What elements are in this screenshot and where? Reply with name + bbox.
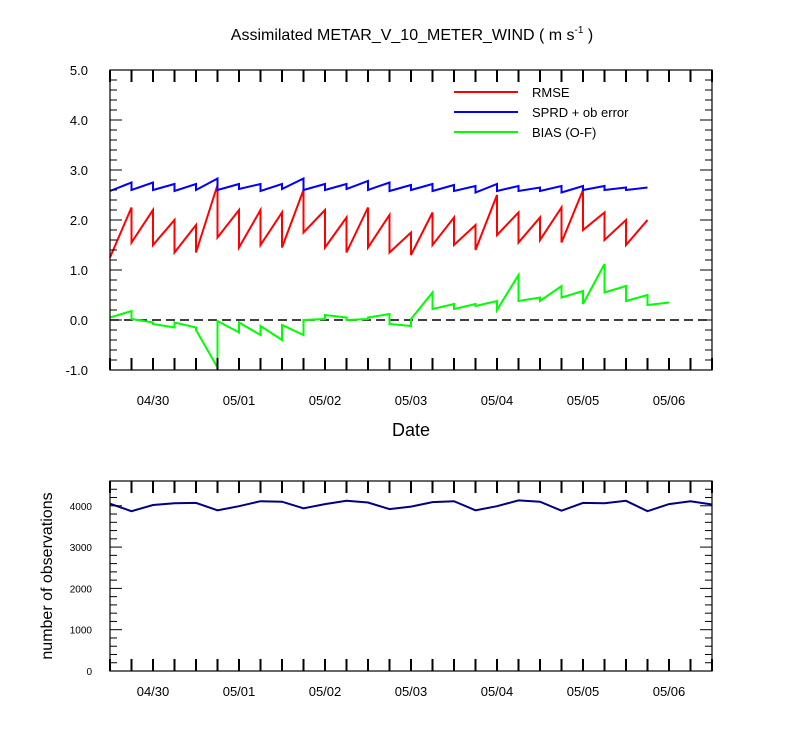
x-tick-label: 05/06: [653, 684, 686, 699]
legend-label: SPRD + ob error: [532, 105, 629, 120]
y-tick-label: 3.0: [70, 163, 88, 178]
series-line-2: [109, 263, 670, 372]
x-tick-label: 05/03: [395, 684, 428, 699]
y-tick-label-bottom: 4000: [70, 502, 93, 513]
plot-frame-bottom: [109, 480, 713, 672]
legend-label: RMSE: [532, 85, 570, 100]
x-tick-label: 05/05: [567, 684, 600, 699]
series-line-0: [109, 184, 649, 258]
x-tick-label: 05/03: [395, 393, 428, 408]
x-tick-label: 05/05: [567, 393, 600, 408]
x-tick-label: 05/04: [481, 684, 514, 699]
x-tick-label: 04/30: [137, 684, 170, 699]
y-tick-label: 4.0: [70, 113, 88, 128]
y-tick-label: 0.0: [70, 313, 88, 328]
y-tick-label-bottom: 3000: [70, 543, 93, 554]
observation-count-panel: 04/30 05/01 05/02 05/03 05/04 05/05 05/06 0 1000…: [39, 480, 713, 699]
chart-title-main: Assimilated METAR_V_10_METER_WIND ( m s: [231, 27, 575, 44]
main-chart-panel: Assimilated METAR_V_10_METER_WIND ( m s-…: [66, 25, 713, 440]
observation-count-series: [109, 499, 713, 513]
legend: RMSE SPRD + ob error BIAS (O-F): [454, 85, 629, 140]
x-tick-label: 05/02: [309, 393, 342, 408]
y-tick-label-bottom: 0: [86, 667, 92, 678]
x-axis-label: Date: [392, 420, 430, 440]
chart-title-end: ): [583, 27, 593, 44]
chart-title-superscript: -1: [575, 25, 584, 36]
y-tick-label: 1.0: [70, 263, 88, 278]
y-tick-label: 2.0: [70, 213, 88, 228]
x-tick-label: 04/30: [137, 393, 170, 408]
x-tick-label: 05/06: [653, 393, 686, 408]
series-lines: [109, 176, 670, 372]
x-tick-label: 05/02: [309, 684, 342, 699]
y-tick-label: 5.0: [70, 63, 88, 78]
chart-title: Assimilated METAR_V_10_METER_WIND ( m s-…: [231, 25, 593, 44]
y-axis-label-bottom: number of observations: [39, 492, 56, 659]
legend-label: BIAS (O-F): [532, 125, 596, 140]
axis-ticks-bottom: 04/30 05/01 05/02 05/03 05/04 05/05 05/06 0 1000…: [70, 481, 713, 699]
series-line-1: [109, 176, 648, 194]
x-tick-label: 05/01: [223, 393, 256, 408]
observation-count-line: [109, 499, 713, 513]
y-tick-label: -1.0: [66, 363, 88, 378]
x-tick-label: 05/01: [223, 684, 256, 699]
axis-ticks: 04/30 05/01 05/02 05/03 05/04 05/05 05/06 -1.0 0…: [66, 63, 713, 408]
y-tick-label-bottom: 1000: [70, 626, 93, 637]
y-tick-label-bottom: 2000: [70, 584, 93, 595]
x-tick-label: 05/04: [481, 393, 514, 408]
